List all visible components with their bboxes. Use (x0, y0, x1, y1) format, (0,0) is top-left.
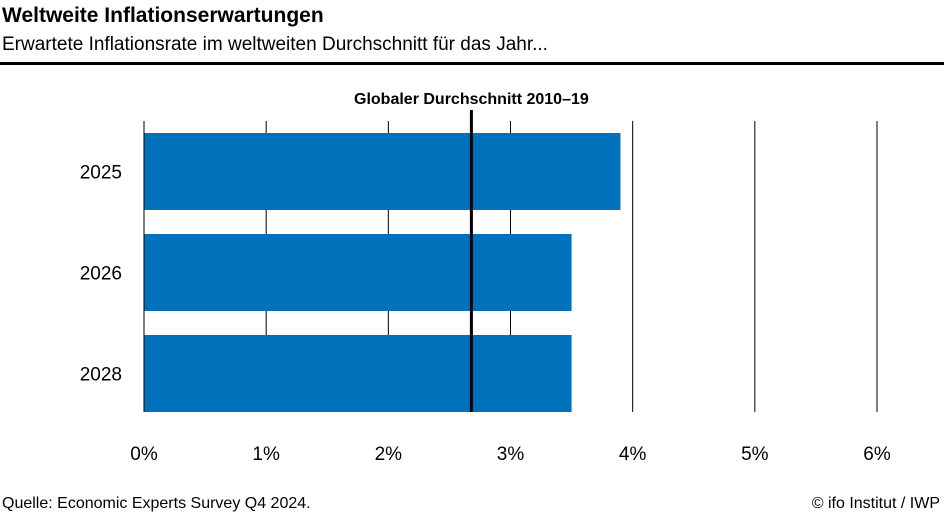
x-tick-label-1: 1% (252, 444, 280, 465)
x-tick-label-4: 4% (619, 444, 647, 465)
category-label-2028: 2028 (80, 365, 122, 386)
source-note: Quelle: Economic Experts Survey Q4 2024. (2, 495, 311, 512)
bar-2028 (144, 335, 572, 412)
x-tick-label-2: 2% (375, 444, 403, 465)
category-label-2026: 2026 (80, 264, 122, 285)
category-label-2025: 2025 (80, 163, 122, 184)
x-tick-label-3: 3% (497, 444, 525, 465)
bar-2025 (144, 133, 621, 210)
x-tick-label-0: 0% (130, 444, 158, 465)
chart-title: Weltweite Inflationserwartungen (2, 4, 324, 27)
x-tick-label-6: 6% (863, 444, 891, 465)
reference-line-label: Globaler Durchschnitt 2010–19 (354, 91, 589, 108)
header-rule (0, 62, 944, 65)
copyright-note: © ifo Institut / IWP (811, 495, 940, 512)
chart-subtitle: Erwartete Inflationsrate im weltweiten D… (2, 34, 548, 55)
bar-2026 (144, 234, 572, 311)
x-tick-label-5: 5% (741, 444, 769, 465)
